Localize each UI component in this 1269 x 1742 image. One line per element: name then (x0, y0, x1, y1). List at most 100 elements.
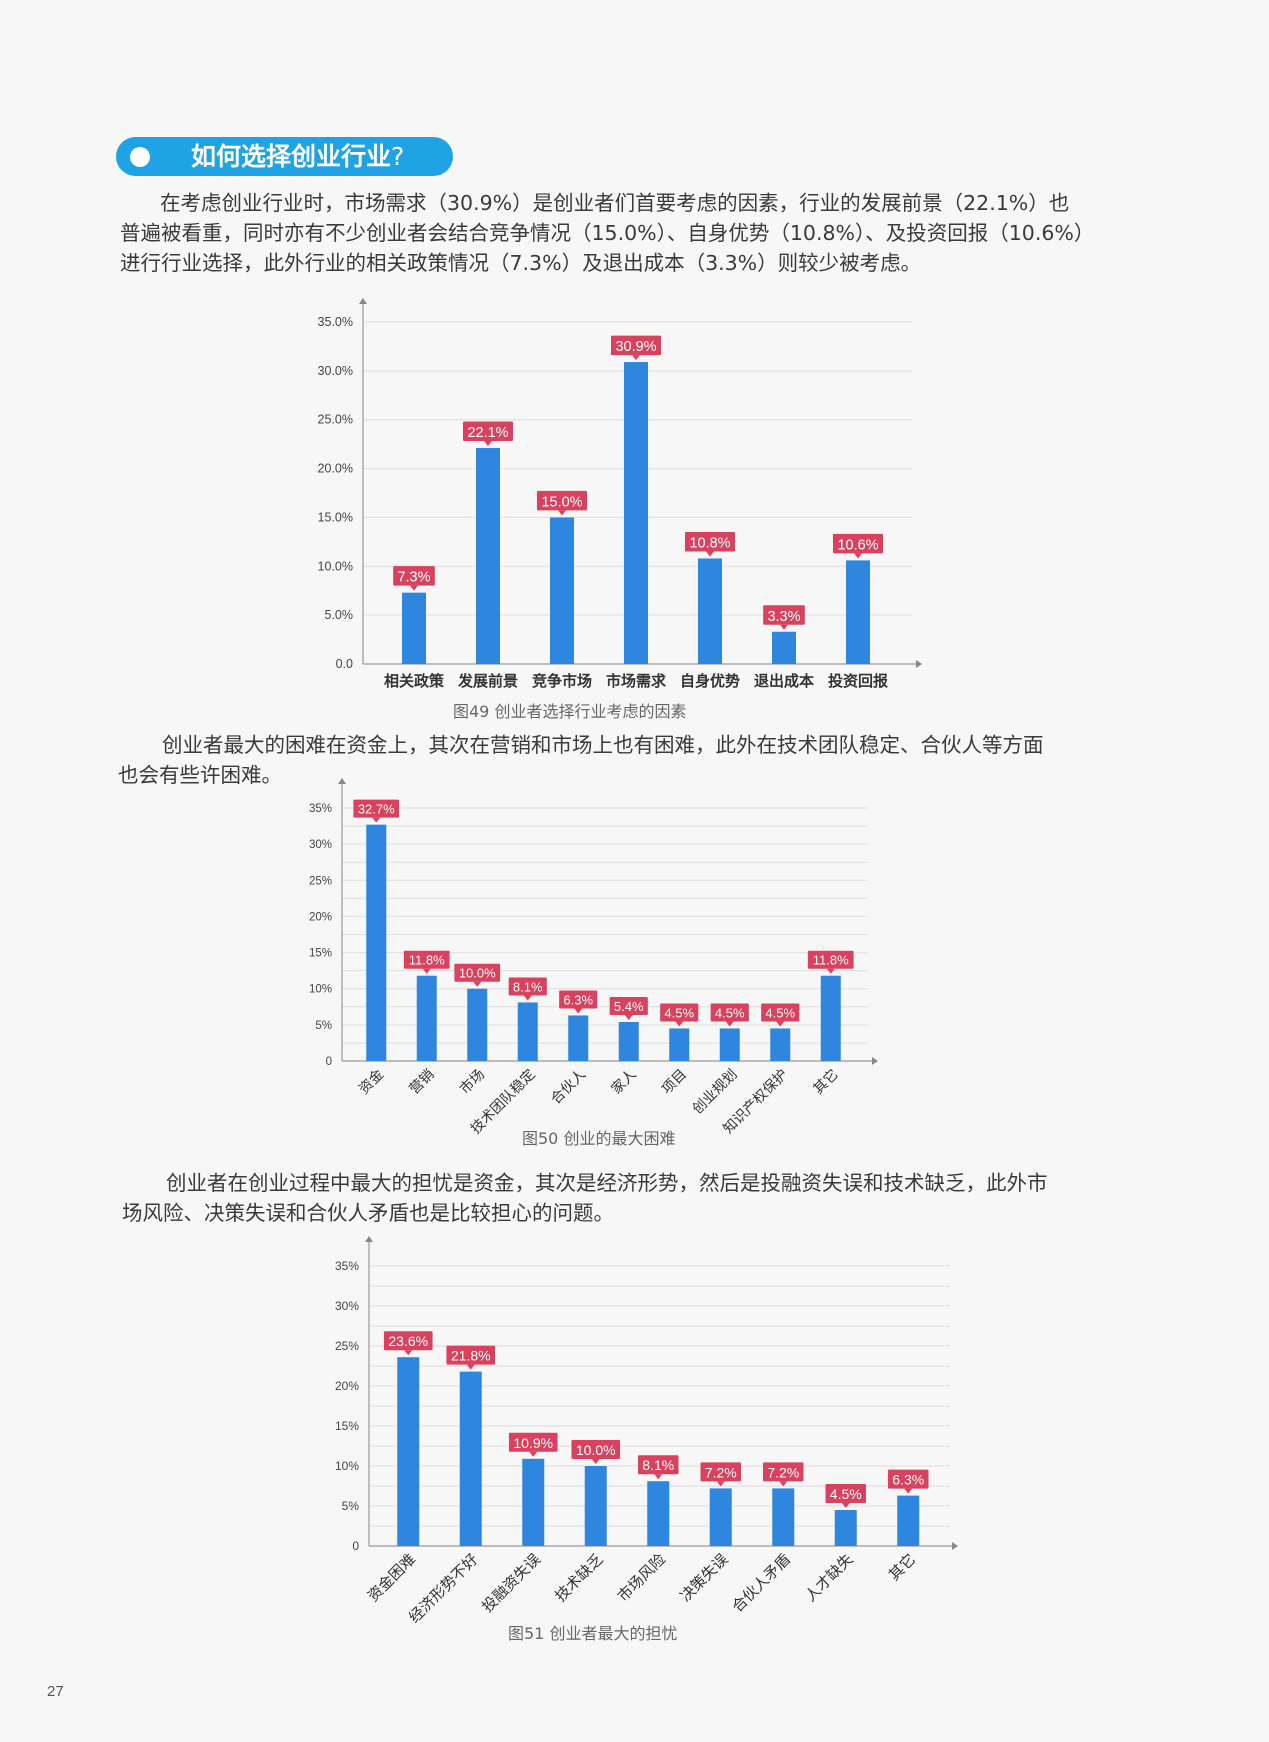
data-label: 10.6% (837, 537, 878, 553)
data-label-box (700, 1462, 741, 1482)
data-label-pointer-icon (854, 553, 862, 559)
paragraph-line: 普遍被看重，同时亦有不少创业者会结合竞争情况（15.0%）、自身优势（10.8%… (120, 221, 1095, 245)
data-label-box (559, 990, 598, 1009)
bar (834, 1510, 857, 1546)
data-label-pointer-icon (372, 817, 381, 823)
data-label-pointer-icon (473, 981, 482, 987)
x-axis-arrow-icon (952, 1542, 958, 1550)
y-tick-label: 25% (335, 1339, 359, 1353)
data-label-pointer-icon (776, 1021, 785, 1027)
data-label-pointer-icon (591, 1459, 600, 1464)
bar (698, 558, 722, 664)
bar (772, 1488, 795, 1546)
paragraph-3: 创业者在创业过程中最大的担忧是资金，其次是经济形势，然后是投融资失误和技术缺乏，… (122, 1168, 1048, 1228)
x-tick-label: 合伙人矛盾 (728, 1550, 794, 1616)
y-tick-label: 0 (326, 1056, 332, 1068)
data-label: 10.9% (513, 1435, 553, 1451)
y-axis-arrow-icon (338, 778, 346, 784)
data-label-box (403, 950, 450, 969)
data-label: 32.7% (358, 802, 395, 817)
page-number: 27 (47, 1683, 64, 1700)
data-label-pointer-icon (523, 995, 532, 1001)
data-label-pointer-icon (558, 510, 566, 516)
bar (550, 517, 574, 664)
y-tick-label: 35.0% (318, 315, 353, 329)
bar (467, 988, 488, 1061)
data-label-box (761, 1003, 800, 1022)
data-label: 6.3% (563, 992, 593, 1007)
data-label: 7.3% (397, 570, 430, 586)
data-label-box (446, 1345, 496, 1365)
x-tick-label: 退出成本 (754, 672, 814, 690)
data-label: 30.9% (615, 339, 656, 355)
x-tick-label: 竞争市场 (532, 672, 592, 690)
x-axis-arrow-icon (916, 660, 922, 668)
bar (772, 631, 796, 664)
section-title-text: 如何选择创业行业 (191, 142, 392, 171)
paragraph-line: 也会有些许困难。 (118, 763, 282, 787)
x-axis-arrow-icon (872, 1057, 878, 1065)
data-label: 11.8% (409, 953, 445, 968)
data-label: 21.8% (451, 1348, 491, 1364)
y-tick-label: 15% (335, 1419, 359, 1433)
data-label-box (383, 1331, 433, 1351)
data-label: 23.6% (388, 1333, 428, 1349)
bar (820, 975, 841, 1061)
y-axis-arrow-icon (365, 1236, 373, 1242)
data-label-pointer-icon (466, 1364, 475, 1370)
data-label-box (825, 1484, 866, 1503)
y-tick-label: 15% (309, 948, 332, 960)
data-label-box (609, 996, 648, 1015)
paragraph-1: 在考虑创业行业时，市场需求（30.9%）是创业者们首要考虑的因素，行业的发展前景… (120, 188, 1094, 278)
data-label-pointer-icon (632, 355, 640, 361)
data-label-pointer-icon (529, 1451, 538, 1457)
data-label-pointer-icon (706, 551, 714, 557)
bar (709, 1488, 732, 1546)
chart-industry-factors: 0.0 5.0% 10.0% 15.0% 20.0% 25.0% 30.0% 35.0% 7.3… (318, 298, 922, 690)
bar (770, 1028, 791, 1061)
data-label: 8.1% (642, 1457, 674, 1473)
bar (397, 1357, 420, 1546)
x-tick-label: 资金困难 (364, 1550, 419, 1605)
bar (402, 592, 426, 664)
data-label-box (571, 1440, 621, 1459)
y-tick-label: 10.0% (318, 559, 353, 573)
paragraph-line: 创业者最大的困难在资金上，其次在营销和市场上也有困难，此外在技术团队稳定、合伙人… (162, 733, 1044, 757)
y-tick-label: 5.0% (325, 608, 354, 622)
data-label: 4.5% (830, 1486, 862, 1502)
bar (366, 824, 387, 1061)
data-label-box (832, 533, 884, 554)
data-label-box (536, 490, 588, 511)
y-tick-label: 15.0% (318, 510, 353, 524)
data-label-pointer-icon (904, 1488, 913, 1494)
data-label: 7.2% (705, 1464, 737, 1480)
y-tick-label: 5% (315, 1020, 332, 1032)
data-label: 8.1% (513, 979, 543, 994)
y-tick-label: 35% (335, 1259, 359, 1273)
y-tick-label: 0.0 (336, 657, 353, 671)
data-label-box (393, 566, 435, 586)
paragraph-line: 在考虑创业行业时，市场需求（30.9%）是创业者们首要考虑的因素，行业的发展前景… (160, 191, 1070, 215)
data-label: 3.3% (767, 609, 800, 625)
x-tick-label: 自身优势 (680, 672, 740, 690)
bar (719, 1028, 740, 1061)
section-title: 如何选择创业行业? (191, 138, 404, 175)
data-label-box (807, 950, 854, 969)
data-label-pointer-icon (780, 624, 788, 630)
section-title-mark: ? (391, 142, 405, 171)
y-tick-label: 25.0% (318, 413, 353, 427)
data-label-box (454, 963, 501, 982)
bar (846, 560, 870, 664)
data-label: 5.4% (614, 999, 644, 1014)
data-label: 11.8% (813, 953, 849, 968)
data-label-box (888, 1469, 929, 1489)
chart-caption-50: 图50 创业的最大困难 (522, 1129, 676, 1148)
chart-caption-51: 图51 创业者最大的担忧 (508, 1624, 678, 1643)
paragraph-line: 场风险、决策失误和合伙人矛盾也是比较担心的问题。 (122, 1201, 614, 1225)
data-label-pointer-icon (422, 968, 431, 974)
data-label: 10.8% (689, 535, 730, 551)
bar (522, 1458, 545, 1546)
y-tick-label: 35% (309, 803, 332, 815)
bar (669, 1028, 690, 1061)
data-label-pointer-icon (725, 1021, 734, 1027)
